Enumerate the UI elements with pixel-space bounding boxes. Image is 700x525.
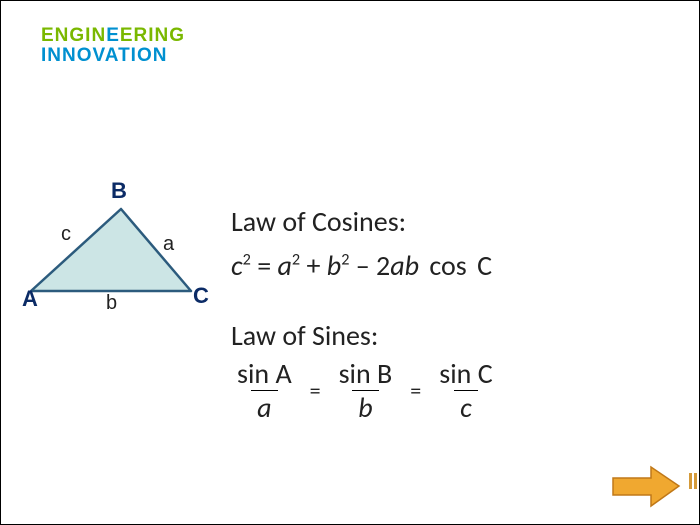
fn-cos: cos bbox=[429, 248, 466, 283]
var: c bbox=[231, 248, 243, 283]
var: b bbox=[405, 248, 419, 283]
exponent: 2 bbox=[243, 251, 251, 270]
next-arrow-button[interactable] bbox=[611, 464, 681, 509]
fraction-numerator: sin B bbox=[333, 359, 399, 390]
fraction-denominator: b bbox=[352, 390, 378, 422]
op-plus: + bbox=[307, 248, 327, 283]
side-label-b: b bbox=[106, 292, 117, 315]
op-eq: = bbox=[408, 374, 423, 407]
law-of-sines-equation: sin A a = sin B b = sin C c bbox=[231, 359, 499, 423]
exponent: 2 bbox=[292, 251, 300, 270]
law-of-cosines-title: Law of Cosines: bbox=[231, 201, 499, 243]
triangle-diagram: A B C a b c bbox=[21, 191, 221, 321]
fraction-denominator: c bbox=[454, 390, 478, 422]
formulas-block: Law of Cosines: c2 = a2 + b2 – 2ab cos C… bbox=[231, 201, 499, 423]
vertex-label-b: B bbox=[111, 178, 127, 204]
arrow-right-icon bbox=[611, 464, 681, 509]
fraction-numerator: sin A bbox=[231, 359, 298, 390]
op-eq: = bbox=[308, 374, 323, 407]
side-label-c: c bbox=[61, 223, 71, 246]
fraction: sin A a bbox=[231, 359, 298, 423]
vertex-label-c: C bbox=[193, 283, 209, 309]
edge-decor-icon bbox=[689, 473, 699, 489]
side-label-a: a bbox=[163, 233, 174, 256]
logo-word-part: ENGIN bbox=[41, 25, 106, 46]
law-of-cosines-equation: c2 = a2 + b2 – 2ab cos C bbox=[231, 245, 499, 287]
law-of-sines-title: Law of Sines: bbox=[231, 315, 499, 357]
fraction: sin B b bbox=[333, 359, 399, 423]
var: a bbox=[278, 248, 292, 283]
op-minus: – bbox=[356, 248, 376, 283]
logo: ENGINEERING INNOVATION bbox=[41, 26, 185, 66]
triangle-svg bbox=[21, 191, 221, 321]
exponent: 2 bbox=[341, 251, 349, 270]
var: b bbox=[327, 248, 341, 283]
logo-word-part: E bbox=[106, 25, 120, 46]
vertex-label-a: A bbox=[22, 286, 38, 312]
logo-line-2: INNOVATION bbox=[41, 46, 185, 66]
fraction-numerator: sin C bbox=[433, 359, 498, 390]
fraction: sin C c bbox=[433, 359, 498, 423]
var: a bbox=[390, 248, 404, 283]
coef: 2 bbox=[376, 248, 390, 283]
op-eq: = bbox=[257, 248, 277, 283]
angle: C bbox=[477, 248, 492, 283]
logo-word-part: ERING bbox=[120, 25, 185, 46]
fraction-denominator: a bbox=[251, 390, 277, 422]
logo-line-1: ENGINEERING bbox=[41, 26, 185, 46]
